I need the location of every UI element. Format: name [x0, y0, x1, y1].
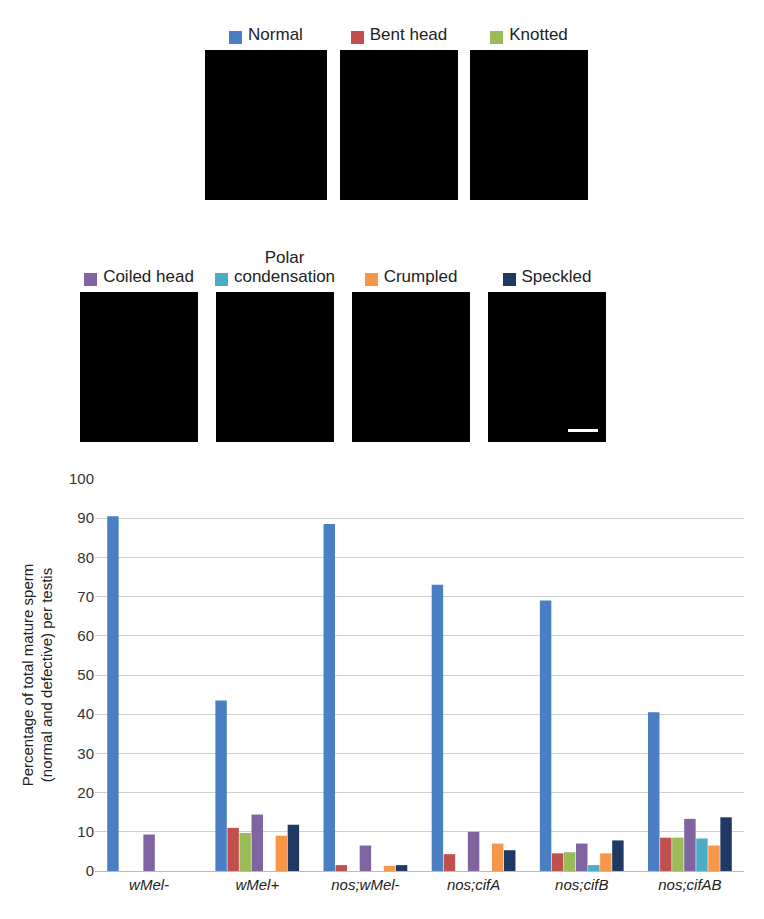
svg-text:0: 0: [86, 862, 94, 879]
svg-text:70: 70: [77, 588, 94, 605]
svg-text:Percentage of total mature spe: Percentage of total mature sperm(normal …: [19, 564, 56, 787]
svg-text:10: 10: [77, 823, 94, 840]
svg-text:nos;wMel-: nos;wMel-: [331, 876, 399, 893]
svg-text:wMel+: wMel+: [235, 876, 279, 893]
svg-text:nos;cifB: nos;cifB: [555, 876, 608, 893]
svg-text:90: 90: [77, 509, 94, 526]
svg-text:wMel-: wMel-: [129, 876, 169, 893]
html-text:Speckled: Speckled: [521, 267, 592, 286]
svg-text:100: 100: [69, 470, 94, 487]
svg-text:40: 40: [77, 705, 94, 722]
svg-text:nos;cifAB: nos;cifAB: [658, 876, 721, 893]
html-text:Knotted: Knotted: [509, 25, 568, 44]
svg-text:80: 80: [77, 549, 94, 566]
svg-text:30: 30: [77, 745, 94, 762]
html-text:Coiled head: Coiled head: [103, 267, 194, 286]
html-text:Polar condensation: Polar condensation: [233, 248, 336, 286]
html-text:Normal: Normal: [248, 25, 303, 44]
html-text:Crumpled: Crumpled: [383, 267, 458, 286]
svg-text:20: 20: [77, 784, 94, 801]
svg-text:60: 60: [77, 627, 94, 644]
svg-text:nos;cifA: nos;cifA: [447, 876, 500, 893]
svg-text:50: 50: [77, 666, 94, 683]
html-text:Bent head: Bent head: [369, 25, 448, 44]
